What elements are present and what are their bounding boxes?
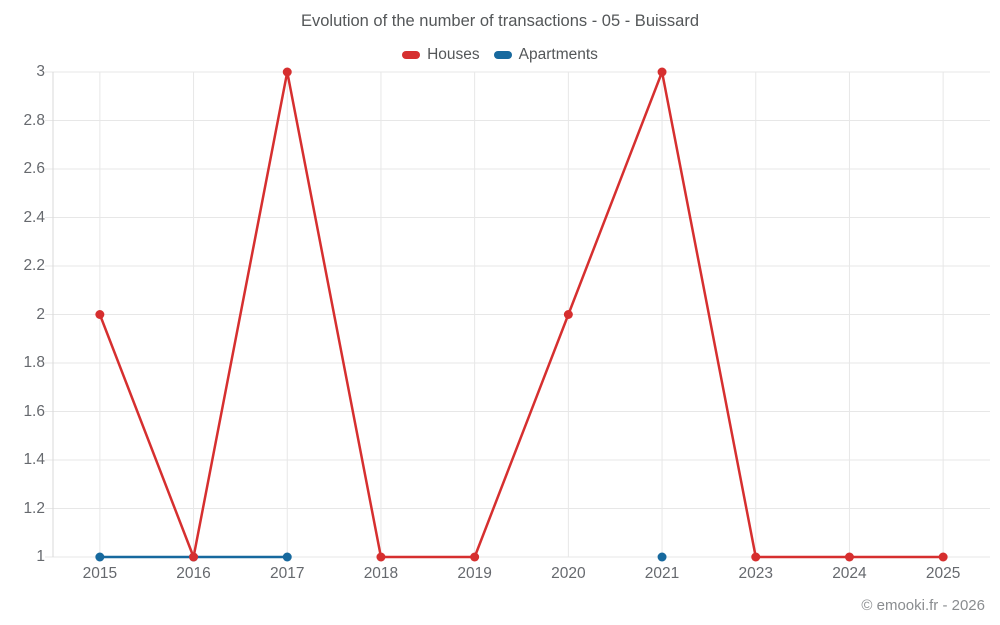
y-tick-label: 1.4 [23, 451, 45, 468]
series-marker-apartments [282, 552, 292, 562]
legend-label: Houses [427, 46, 480, 63]
watermark: © emooki.fr - 2026 [861, 597, 985, 614]
series-marker-houses [657, 67, 667, 77]
series-marker-houses [376, 552, 386, 562]
y-tick-label: 1.8 [23, 354, 45, 371]
series-marker-houses [938, 552, 948, 562]
x-tick-label: 2023 [738, 565, 773, 582]
series-marker-houses [844, 552, 854, 562]
y-tick-label: 1 [36, 548, 45, 565]
series-marker-houses [282, 67, 292, 77]
x-tick-label: 2015 [82, 565, 118, 582]
y-tick-label: 2.8 [23, 111, 45, 129]
series-marker-houses [470, 552, 480, 562]
legend-label: Apartments [518, 46, 598, 63]
x-tick-label: 2021 [644, 565, 680, 582]
series-marker-houses [563, 310, 573, 319]
series-marker-apartments [657, 552, 667, 562]
legend-item-apartments[interactable]: Apartments [493, 46, 598, 64]
y-tick-label: 2.6 [23, 160, 45, 177]
series-marker-houses [751, 552, 761, 562]
y-tick-label: 2 [36, 305, 45, 323]
y-tick-label: 1.2 [23, 499, 45, 517]
x-tick-label: 2020 [551, 565, 586, 582]
chart-title: Evolution of the number of transactions … [300, 12, 700, 30]
legend-swatch-houses [402, 51, 421, 59]
series-marker-apartments [95, 552, 105, 562]
legend-swatch-apartments [493, 51, 512, 59]
x-tick-label: 2016 [176, 565, 211, 582]
x-tick-label: 2018 [363, 565, 399, 582]
y-tick-label: 2.2 [23, 257, 45, 274]
y-tick-label: 1.6 [23, 402, 45, 420]
y-tick-label: 2.4 [23, 208, 45, 226]
legend-item-houses[interactable]: Houses [402, 46, 480, 64]
chart-legend: Houses Apartments [0, 46, 1000, 64]
x-tick-label: 2017 [270, 565, 305, 582]
series-marker-houses [95, 310, 105, 319]
y-tick-label: 3 [36, 63, 45, 80]
x-tick-label: 2024 [832, 565, 867, 582]
x-tick-label: 2019 [457, 565, 492, 582]
x-tick-label: 2025 [925, 565, 961, 582]
series-line-houses [98, 70, 944, 559]
series-marker-houses [189, 552, 199, 562]
